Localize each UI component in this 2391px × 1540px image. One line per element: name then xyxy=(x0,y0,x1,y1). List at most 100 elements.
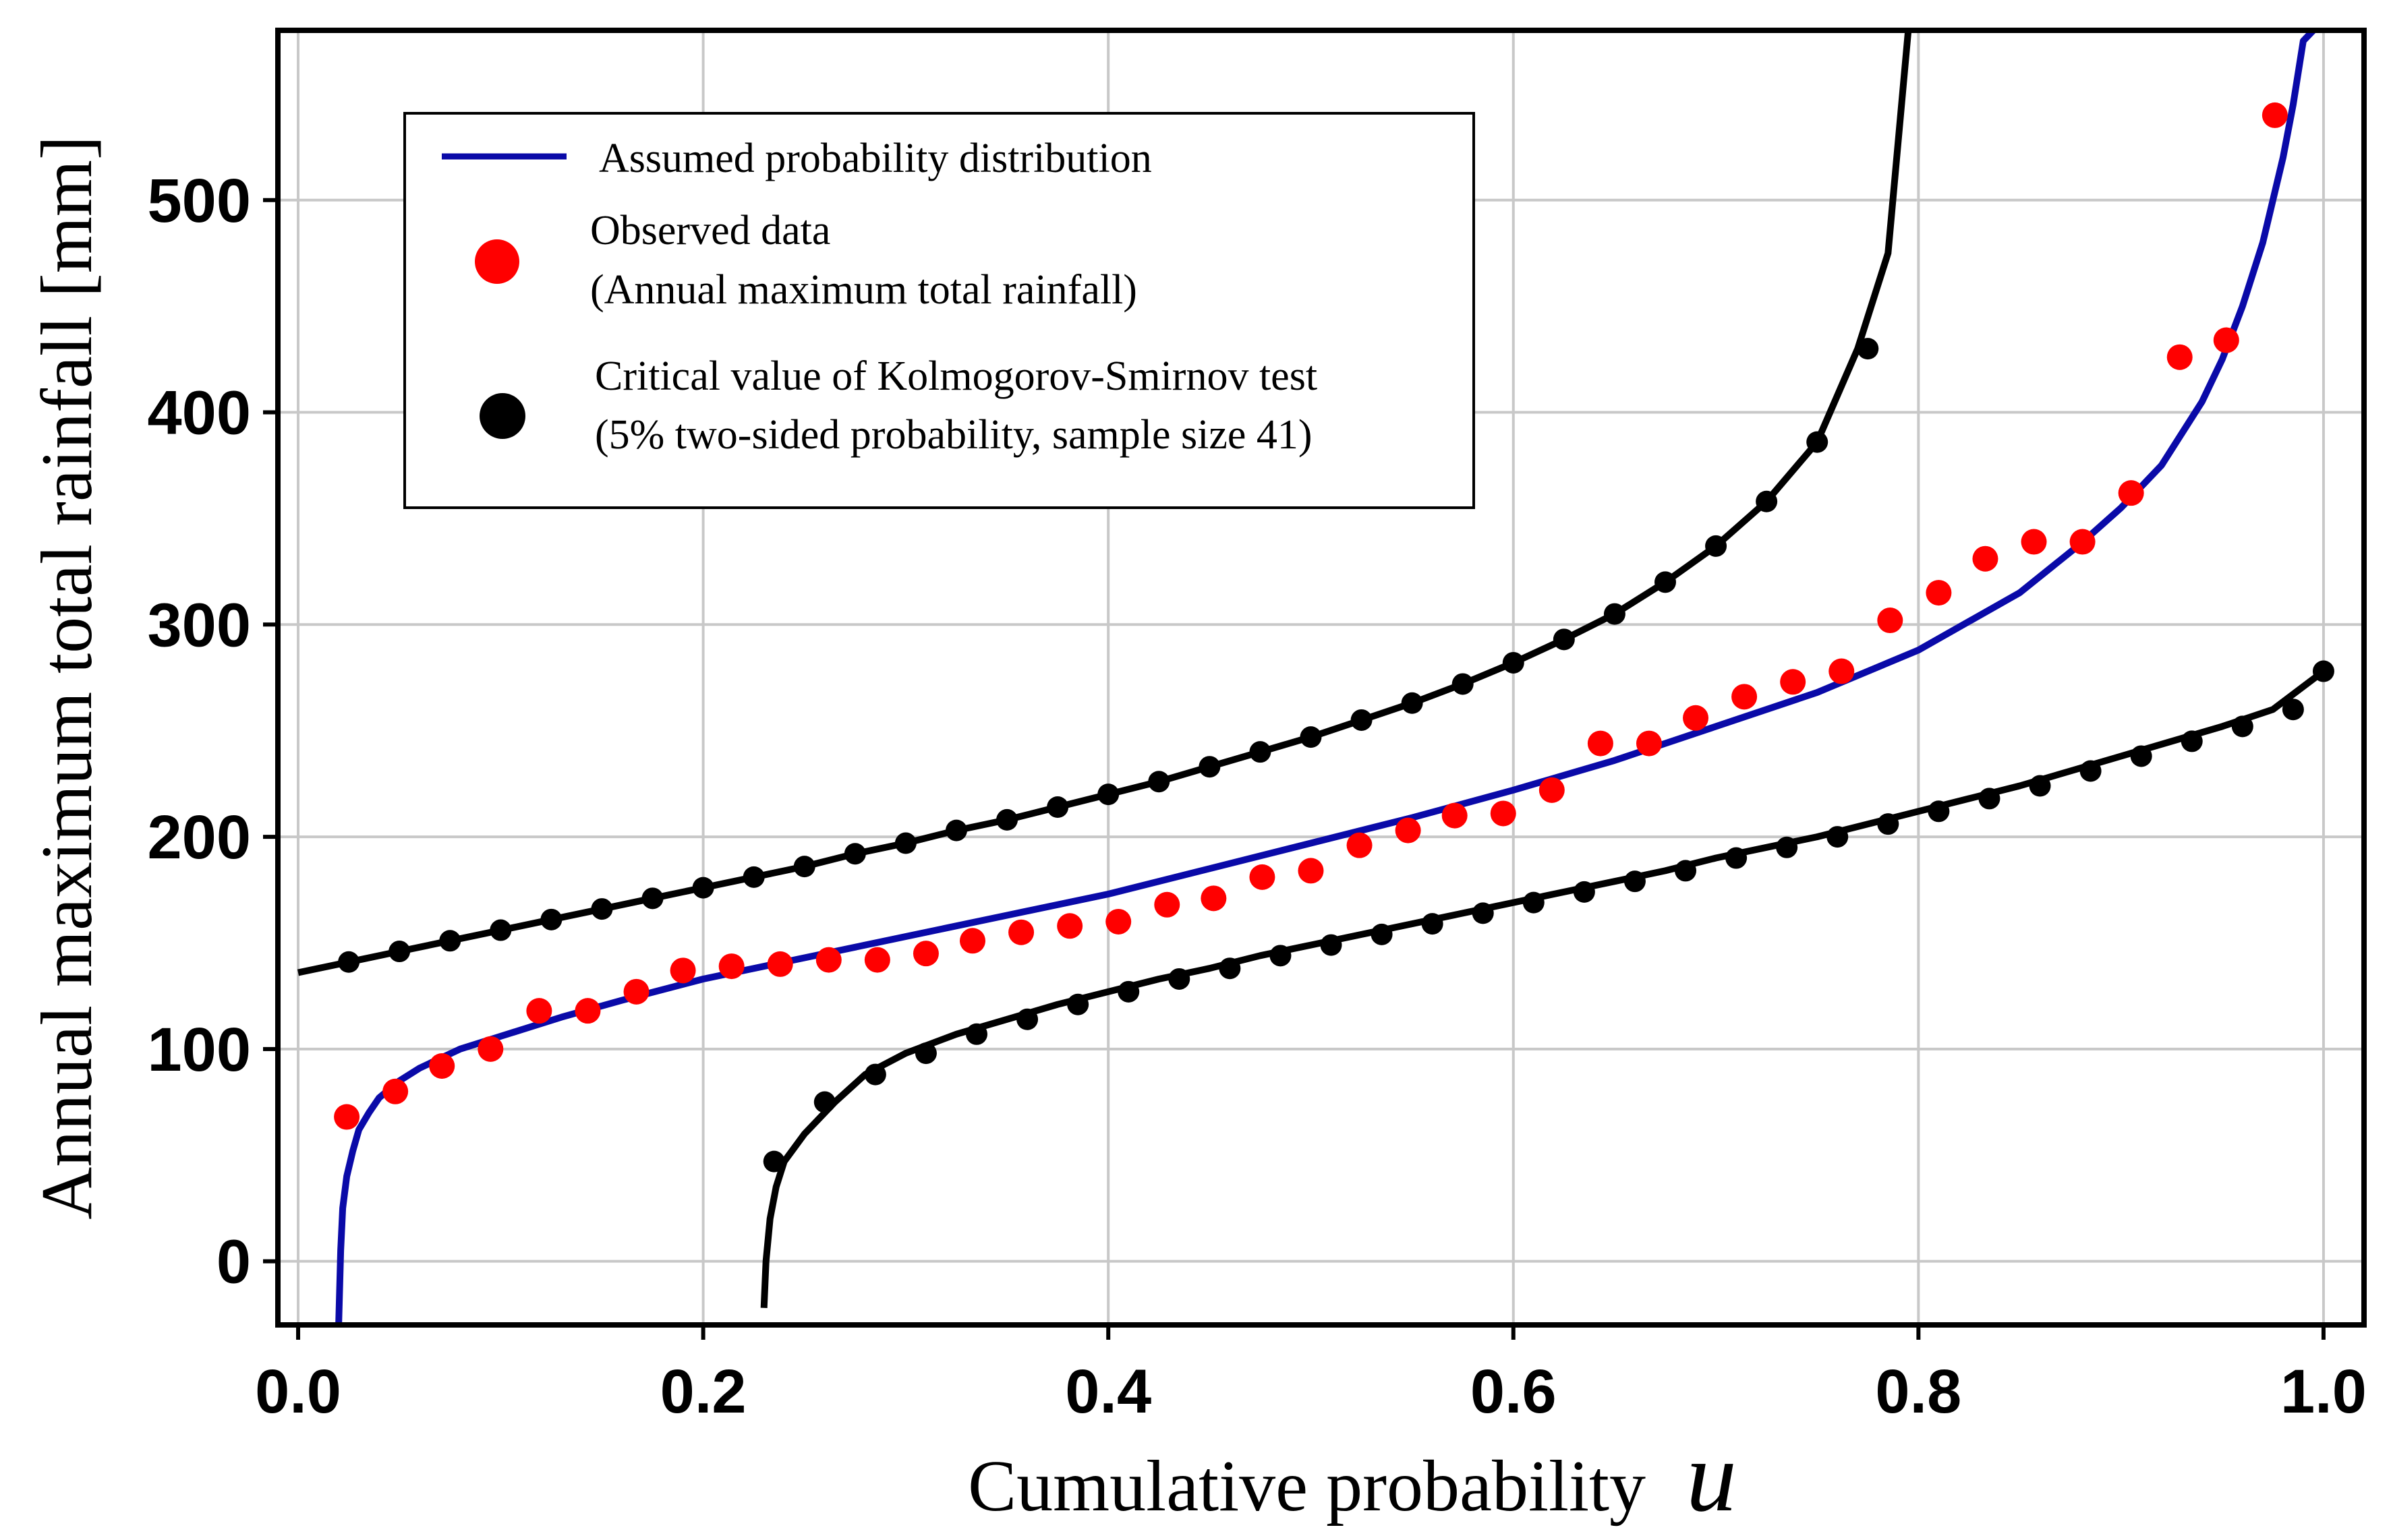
observed-point-27 xyxy=(1636,730,1662,757)
ks-upper-point-12 xyxy=(945,819,967,841)
ks-upper-point-3 xyxy=(490,919,512,941)
observed-point-24 xyxy=(1490,800,1516,827)
legend-label-distribution: Assumed probability distribution xyxy=(599,136,1152,181)
observed-point-38 xyxy=(2166,344,2193,370)
ks-lower-point-17 xyxy=(1623,870,1646,893)
series-ks-critical xyxy=(297,30,2334,1309)
ks-lower-point-7 xyxy=(1118,980,1140,1003)
observed-point-4 xyxy=(526,998,552,1024)
observed-point-35 xyxy=(2021,529,2047,555)
ks-lower-point-8 xyxy=(1168,968,1190,990)
observed-point-37 xyxy=(2118,480,2144,506)
series-observed-data xyxy=(334,102,2288,1130)
ks-lower-point-20 xyxy=(1776,836,1798,858)
observed-point-29 xyxy=(1731,684,1758,710)
ks-upper-point-22 xyxy=(1451,673,1474,695)
observed-point-15 xyxy=(1057,913,1083,939)
x-tick-label-3: 0.6 xyxy=(1470,1357,1557,1426)
x-axis-label: Cumulative probability xyxy=(968,1446,1646,1527)
x-tick-label-0: 0.0 xyxy=(255,1357,341,1426)
observed-point-9 xyxy=(767,951,793,977)
ks-lower-point-29 xyxy=(2231,715,2253,738)
ks-upper-point-14 xyxy=(1047,796,1069,818)
observed-point-22 xyxy=(1395,817,1421,843)
observed-point-31 xyxy=(1828,658,1855,684)
observed-point-3 xyxy=(478,1036,504,1062)
observed-point-18 xyxy=(1201,885,1227,912)
observed-point-11 xyxy=(864,947,890,973)
x-tick-label-1: 0.2 xyxy=(660,1357,747,1426)
ks-lower-point-2 xyxy=(864,1063,886,1086)
ks-lower-point-12 xyxy=(1371,923,1393,945)
ks-upper-point-19 xyxy=(1300,726,1322,748)
observed-point-7 xyxy=(670,957,696,984)
ks-upper-point-6 xyxy=(641,887,664,910)
observed-point-32 xyxy=(1877,608,1903,634)
ks-upper-point-2 xyxy=(439,930,461,952)
observed-point-0 xyxy=(334,1104,360,1130)
observed-point-28 xyxy=(1683,705,1709,731)
observed-point-14 xyxy=(1008,919,1035,945)
ks-lower-point-16 xyxy=(1573,881,1595,903)
observed-point-6 xyxy=(623,978,650,1005)
observed-point-2 xyxy=(429,1053,455,1079)
x-tick-label-4: 0.8 xyxy=(1875,1357,1961,1426)
observed-point-8 xyxy=(718,953,745,980)
ks-upper-point-9 xyxy=(793,856,815,878)
observed-point-17 xyxy=(1154,891,1180,918)
legend-label-observed-detail: (Annual maximum total rainfall) xyxy=(590,267,1137,313)
ks-upper-point-26 xyxy=(1654,571,1676,593)
ks-upper-point-0 xyxy=(338,951,360,973)
observed-point-21 xyxy=(1346,832,1373,858)
observed-point-40 xyxy=(2262,102,2288,128)
observed-point-20 xyxy=(1298,858,1324,884)
ks-upper-point-25 xyxy=(1603,603,1625,625)
ks-lower-point-15 xyxy=(1522,891,1545,914)
ks-upper-point-1 xyxy=(388,941,411,963)
y-axis-label: Annual maximum total rainfall [mm] xyxy=(27,136,107,1220)
ks-lower-point-1 xyxy=(813,1091,836,1113)
series-assumed-distribution xyxy=(335,28,2316,1326)
ks-lower-point-19 xyxy=(1725,847,1748,869)
legend-label-ks-detail: (5% two-sided probability, sample size 4… xyxy=(595,412,1313,458)
x-tick-label-2: 0.4 xyxy=(1065,1357,1151,1426)
plot-frame xyxy=(275,28,2367,1328)
observed-point-39 xyxy=(2213,327,2239,353)
ks-upper-point-24 xyxy=(1553,628,1575,651)
ks-lower-point-27 xyxy=(2130,745,2152,767)
ks-upper-point-7 xyxy=(692,877,714,899)
observed-point-16 xyxy=(1105,908,1132,935)
observed-point-1 xyxy=(382,1078,409,1104)
x-axis-ticks: 0.0 0.2 0.4 0.6 0.8 1.0 xyxy=(255,1325,2367,1426)
ks-lower-point-4 xyxy=(966,1023,988,1045)
observed-point-25 xyxy=(1538,777,1565,803)
legend-label-ks: Critical value of Kolmogorov-Smirnov tes… xyxy=(595,353,1317,399)
y-tick-label-3: 300 xyxy=(148,591,252,659)
ks-lower-point-14 xyxy=(1472,902,1494,924)
ks-lower-point-22 xyxy=(1877,813,1899,835)
observed-point-26 xyxy=(1587,730,1613,757)
ks-upper-point-16 xyxy=(1148,771,1170,793)
y-axis-ticks: 0 100 200 300 400 500 xyxy=(148,167,278,1297)
ks-upper-point-20 xyxy=(1350,709,1373,731)
observed-point-30 xyxy=(1780,669,1806,695)
y-tick-label-0: 0 xyxy=(217,1228,251,1297)
observed-point-5 xyxy=(575,998,601,1024)
x-tick-label-5: 1.0 xyxy=(2280,1357,2367,1426)
observed-point-33 xyxy=(1926,580,1952,606)
ks-upper-point-29 xyxy=(1806,431,1828,453)
ks-lower-point-5 xyxy=(1016,1008,1039,1030)
legend: Assumed probability distribution Observe… xyxy=(403,112,1475,509)
ks-lower-point-26 xyxy=(2079,760,2102,782)
observed-point-23 xyxy=(1441,802,1468,829)
ks-lower-point-13 xyxy=(1421,913,1443,935)
ks-lower-point-3 xyxy=(915,1042,937,1065)
ks-upper-point-10 xyxy=(844,843,866,865)
ks-upper-point-21 xyxy=(1401,692,1423,714)
ks-lower-point-11 xyxy=(1320,934,1342,956)
ks-upper-point-30 xyxy=(1857,338,1879,360)
ks-lower-point-23 xyxy=(1928,800,1950,823)
y-tick-label-2: 200 xyxy=(148,803,252,872)
ks-lower-point-10 xyxy=(1269,945,1292,967)
